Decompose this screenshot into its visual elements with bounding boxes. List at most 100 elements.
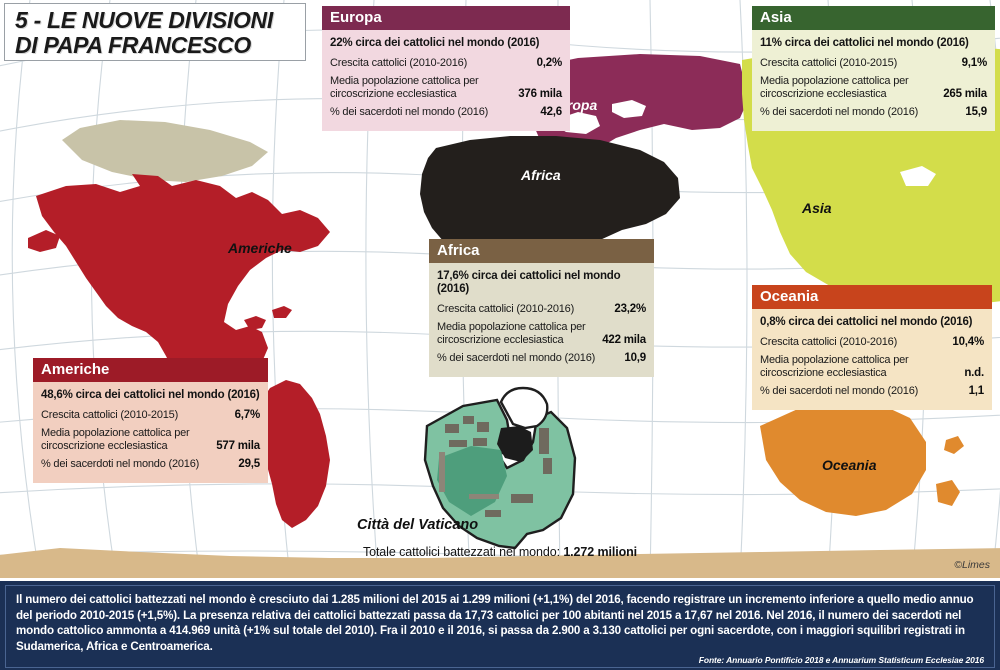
row-value: 0,2%: [536, 57, 563, 69]
panel-share-europa: 22% circa dei cattolici nel mondo (2016): [330, 37, 540, 49]
map-label-africa: Africa: [521, 167, 561, 183]
footer-source: Fonte: Annuario Pontificio 2018 e Annuar…: [698, 655, 984, 665]
stats-panel-africa: Africa 17,6% circa dei cattolici nel mon…: [429, 239, 654, 377]
row-label: % dei sacerdoti nel mondo (2016): [437, 352, 596, 364]
panel-body-oceania: 0,8% circa dei cattolici nel mondo (2016…: [752, 309, 992, 410]
panel-header-europa: Europa: [322, 6, 570, 30]
title-box: 5 - LE NUOVE DIVISIONI DI PAPA FRANCESCO: [4, 3, 306, 61]
panel-row-media-oceania: Media popolazione cattolica per circoscr…: [760, 354, 984, 379]
total-catholics-line: Totale cattolici battezzati nel mondo: 1…: [0, 545, 1000, 559]
row-label-line1: Media popolazione cattolica per: [760, 354, 909, 366]
panel-header-oceania: Oceania: [752, 285, 992, 309]
row-label: % dei sacerdoti nel mondo (2016): [760, 106, 919, 118]
page-title-line2: DI PAPA FRANCESCO: [15, 32, 251, 58]
panel-row-sacerdoti-africa: % dei sacerdoti nel mondo (2016) 10,9: [437, 352, 646, 364]
antarctica-shape: [0, 548, 1000, 578]
row-label-line1: Media popolazione cattolica per: [760, 75, 909, 87]
panel-share-americhe: 48,6% circa dei cattolici nel mondo (201…: [41, 389, 260, 401]
map-label-oceania: Oceania: [822, 457, 877, 473]
row-value: 23,2%: [614, 303, 646, 315]
total-value: 1.272 milioni: [563, 545, 638, 559]
oceania-shape: [760, 400, 926, 516]
greenland-shape: [62, 120, 268, 182]
panel-body-europa: 22% circa dei cattolici nel mondo (2016)…: [322, 30, 570, 131]
row-label: % dei sacerdoti nel mondo (2016): [760, 385, 919, 397]
footer-paragraph: Il numero dei cattolici battezzati nel m…: [16, 593, 974, 653]
row-label: % dei sacerdoti nel mondo (2016): [41, 458, 200, 470]
row-value: 29,5: [238, 458, 260, 470]
panel-row-sacerdoti-europa: % dei sacerdoti nel mondo (2016) 42,6: [330, 106, 562, 118]
row-value: 577 mila: [216, 440, 260, 452]
map-label-asia: Asia: [802, 200, 832, 216]
row-value: 15,9: [965, 106, 987, 118]
stats-panel-americhe: Americhe 48,6% circa dei cattolici nel m…: [33, 358, 268, 483]
st-peters-square: [499, 386, 549, 430]
row-value: 10,9: [624, 352, 646, 364]
row-label: % dei sacerdoti nel mondo (2016): [330, 106, 489, 118]
row-label: Crescita cattolici (2010-2015): [41, 409, 179, 421]
row-value: 1,1: [968, 385, 985, 397]
row-label: Crescita cattolici (2010-2016): [330, 57, 468, 69]
map-label-americhe: Americhe: [228, 240, 292, 256]
row-value: 376 mila: [518, 88, 562, 100]
panel-body-americhe: 48,6% circa dei cattolici nel mondo (201…: [33, 382, 268, 483]
panel-row-crescita-asia: Crescita cattolici (2010-2015) 9,1%: [760, 57, 987, 69]
row-label: Crescita cattolici (2010-2016): [437, 303, 575, 315]
stats-panel-asia: Asia 11% circa dei cattolici nel mondo (…: [752, 6, 995, 131]
row-label-line1: Media popolazione cattolica per: [437, 321, 586, 333]
row-value: 422 mila: [602, 334, 646, 346]
row-label-line2: circoscrizione ecclesiastica: [41, 439, 168, 452]
panel-header-africa: Africa: [429, 239, 654, 263]
page-title: 5 - LE NUOVE DIVISIONI DI PAPA FRANCESCO: [15, 8, 301, 58]
panel-row-crescita-americhe: Crescita cattolici (2010-2015) 6,7%: [41, 409, 260, 421]
page-title-line1: 5 - LE NUOVE DIVISIONI: [15, 7, 273, 33]
row-value: 9,1%: [961, 57, 988, 69]
panel-row-media-americhe: Media popolazione cattolica per circoscr…: [41, 427, 260, 452]
row-label: Media popolazione cattolica per circoscr…: [437, 321, 594, 346]
row-label: Media popolazione cattolica per circoscr…: [760, 354, 917, 379]
footer-block: Il numero dei cattolici battezzati nel m…: [0, 578, 1000, 670]
vatican-paths: [439, 452, 499, 499]
panel-row-sacerdoti-oceania: % dei sacerdoti nel mondo (2016) 1,1: [760, 385, 984, 397]
panel-row-media-africa: Media popolazione cattolica per circoscr…: [437, 321, 646, 346]
panel-share-asia: 11% circa dei cattolici nel mondo (2016): [760, 37, 969, 49]
map-label-vaticano: Città del Vaticano: [357, 517, 479, 533]
vatican-city-illustration: [423, 386, 577, 550]
row-value: 265 mila: [943, 88, 987, 100]
panel-row-sacerdoti-americhe: % dei sacerdoti nel mondo (2016) 29,5: [41, 458, 260, 470]
row-label-line2: circoscrizione ecclesiastica: [330, 87, 457, 100]
limes-credit: ©Limes: [954, 559, 990, 571]
asia-sea-cutouts: [900, 166, 936, 186]
panel-header-americhe: Americhe: [33, 358, 268, 382]
row-value: 6,7%: [234, 409, 261, 421]
panel-row-crescita-europa: Crescita cattolici (2010-2016) 0,2%: [330, 57, 562, 69]
footer-inner: Il numero dei cattolici battezzati nel m…: [5, 585, 995, 668]
panel-row-sacerdoti-asia: % dei sacerdoti nel mondo (2016) 15,9: [760, 106, 987, 118]
panel-share-oceania: 0,8% circa dei cattolici nel mondo (2016…: [760, 316, 973, 328]
row-label-line2: circoscrizione ecclesiastica: [760, 366, 887, 379]
panel-share-africa: 17,6% circa dei cattolici nel mondo (201…: [437, 270, 621, 295]
stats-panel-europa: Europa 22% circa dei cattolici nel mondo…: [322, 6, 570, 131]
vatican-buildings: [445, 416, 552, 517]
oceania-islands-shape: [752, 374, 964, 506]
row-label: Crescita cattolici (2010-2016): [760, 336, 898, 348]
row-value: 10,4%: [952, 336, 984, 348]
panel-row-crescita-oceania: Crescita cattolici (2010-2016) 10,4%: [760, 336, 984, 348]
caribbean-shape: [244, 306, 292, 330]
stats-panel-oceania: Oceania 0,8% circa dei cattolici nel mon…: [752, 285, 992, 410]
row-value: n.d.: [964, 367, 984, 379]
alaska-shape: [28, 230, 60, 252]
row-label: Media popolazione cattolica per circoscr…: [760, 75, 917, 100]
panel-row-crescita-africa: Crescita cattolici (2010-2016) 23,2%: [437, 303, 646, 315]
panel-row-media-asia: Media popolazione cattolica per circoscr…: [760, 75, 987, 100]
row-label: Media popolazione cattolica per circoscr…: [330, 75, 487, 100]
row-label: Media popolazione cattolica per circoscr…: [41, 427, 198, 452]
row-label-line2: circoscrizione ecclesiastica: [437, 333, 564, 346]
panel-header-asia: Asia: [752, 6, 995, 30]
row-label-line1: Media popolazione cattolica per: [330, 75, 479, 87]
panel-row-media-europa: Media popolazione cattolica per circoscr…: [330, 75, 562, 100]
panel-body-asia: 11% circa dei cattolici nel mondo (2016)…: [752, 30, 995, 131]
row-label-line2: circoscrizione ecclesiastica: [760, 87, 887, 100]
panel-body-africa: 17,6% circa dei cattolici nel mondo (201…: [429, 263, 654, 377]
